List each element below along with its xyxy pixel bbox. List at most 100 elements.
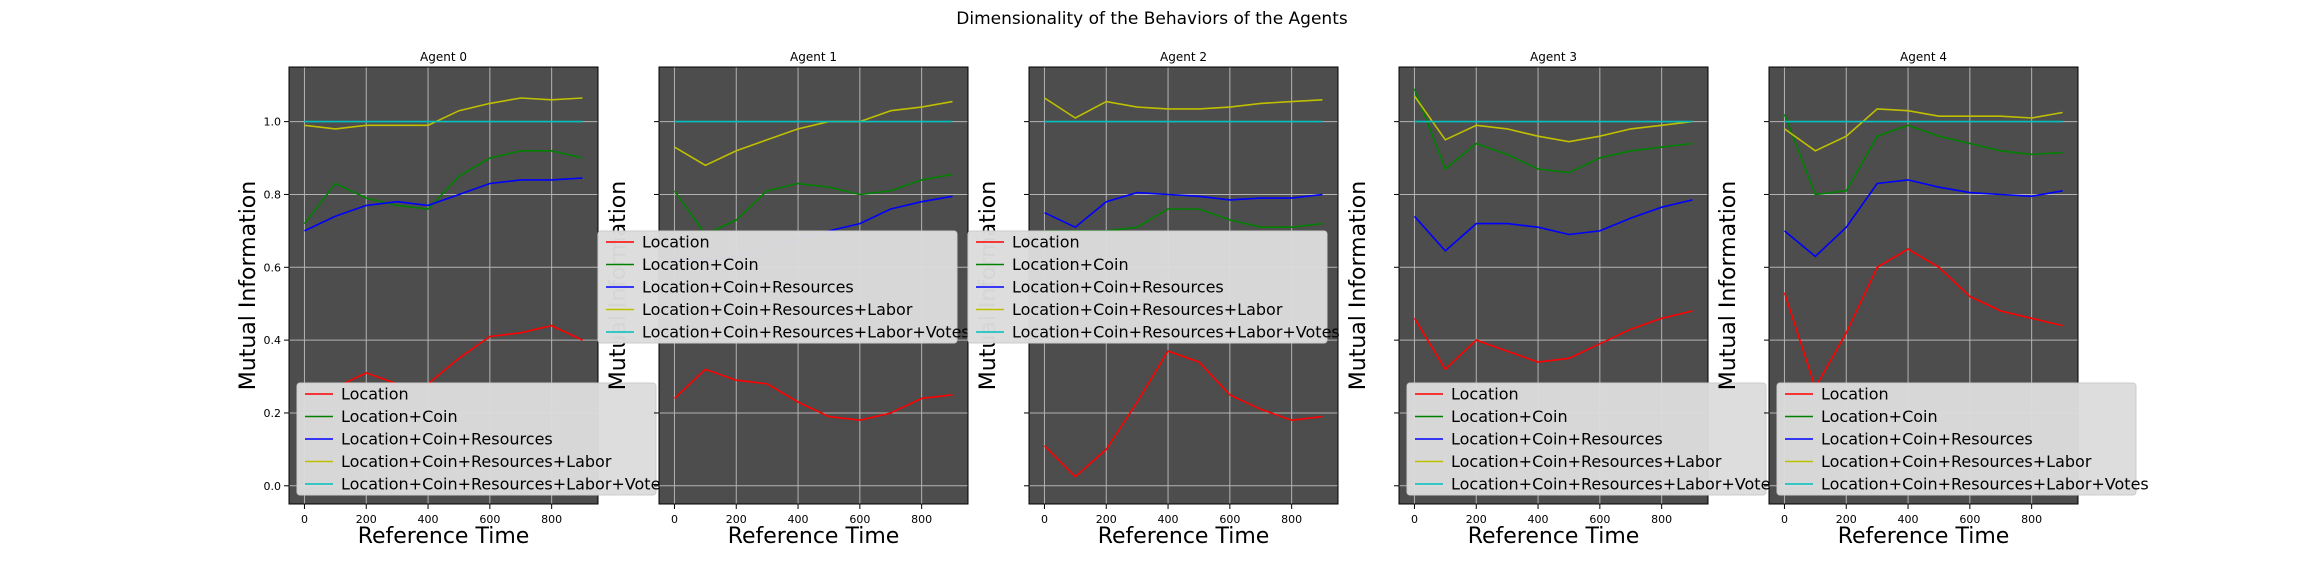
series-line-2: [1783, 179, 2063, 258]
x-axis-label: Reference Time: [1098, 524, 1270, 549]
x-tick-label: 800: [1281, 513, 1302, 526]
x-tick-label: 200: [1836, 513, 1857, 526]
subplot-title: Agent 2: [1160, 50, 1207, 64]
y-tick-label: 1.0: [264, 116, 282, 129]
series-line-0: [1043, 350, 1323, 478]
x-tick-label: 200: [1096, 513, 1117, 526]
subplot-grid: 0 200 400 600 800 0.0 0.2 0.4 0.6 0.8 1.0 Agent 0 Re…: [236, 50, 2149, 549]
x-tick-label: 200: [726, 513, 747, 526]
legend-label: Location+Coin+Resources+Labor: [642, 300, 913, 319]
legend-label: Location: [1451, 385, 1519, 404]
legend-label: Location+Coin: [341, 407, 458, 426]
legend-agent-0: Location Location+Coin Location+Coin+Resou…: [296, 382, 669, 496]
series-line-3: [674, 100, 953, 167]
y-axis-label: Mutual Information: [236, 181, 261, 390]
legend-label: Location+Coin+Resources+Labor+Votes: [1821, 475, 2149, 494]
legend-label: Location+Coin+Resources+Labor+Votes: [1012, 323, 1340, 342]
legend-label: Location+Coin+Resources+Labor: [1821, 452, 2092, 471]
x-axis-label: Reference Time: [358, 524, 530, 549]
y-tick-label: 0.8: [264, 188, 282, 201]
series-line-1: [303, 150, 583, 225]
legend-label: Location: [1012, 233, 1080, 252]
plot-frame: [1398, 66, 1709, 505]
x-tick-label: 600: [1589, 513, 1610, 526]
figure-title: Dimensionality of the Behaviors of the A…: [956, 9, 1348, 29]
y-tick-label: 0.2: [264, 407, 282, 420]
subplot-title: Agent 0: [420, 50, 467, 64]
x-tick-label: 800: [911, 513, 932, 526]
subplot-title: Agent 1: [790, 50, 837, 64]
y-tick-label: 0.0: [264, 480, 282, 493]
legend-label: Location: [341, 385, 409, 404]
series-line-2: [1413, 199, 1693, 253]
x-axis-label: Reference Time: [1468, 524, 1640, 549]
series-line-3: [1413, 95, 1693, 143]
series-line-1: [1783, 114, 2063, 196]
series-line-0: [304, 324, 583, 396]
legend-label: Location+Coin: [642, 255, 759, 274]
x-tick-label: 0: [301, 513, 308, 526]
series-line-3: [1784, 108, 2063, 152]
y-tick-label: 0.6: [264, 261, 282, 274]
legend-label: Location+Coin: [1012, 255, 1129, 274]
legend-label: Location+Coin+Resources+Labor: [341, 452, 612, 471]
legend-label: Location+Coin+Resources+Labor+Votes: [1451, 475, 1779, 494]
x-tick-label: 400: [1898, 513, 1919, 526]
x-tick-label: 600: [479, 513, 500, 526]
y-tick-label: 0.4: [264, 334, 282, 347]
legend-label: Location: [1821, 385, 1889, 404]
legend-agent-2: Location Location+Coin Location+Coin+Resou…: [967, 230, 1340, 344]
x-axis-label: Reference Time: [1838, 524, 2010, 549]
legend-box: [296, 382, 657, 496]
legend-box: [1406, 382, 1767, 496]
series-line-2: [1044, 191, 1323, 229]
legend-box: [967, 230, 1328, 344]
x-axis-label: Reference Time: [728, 524, 900, 549]
series-line-3: [1044, 97, 1323, 119]
x-tick-label: 400: [1158, 513, 1179, 526]
subplot-title: Agent 4: [1900, 50, 1947, 64]
legend-agent-1: Location Location+Coin Location+Coin+Resou…: [597, 230, 970, 344]
legend-box: [597, 230, 958, 344]
series-line-3: [304, 97, 583, 130]
legend-label: Location+Coin+Resources+Labor: [1451, 452, 1722, 471]
subplot-title: Agent 3: [1530, 50, 1577, 64]
x-tick-label: 800: [541, 513, 562, 526]
x-tick-label: 0: [1411, 513, 1418, 526]
x-tick-label: 600: [1959, 513, 1980, 526]
legend-label: Location+Coin+Resources: [1012, 278, 1224, 297]
x-tick-label: 600: [1219, 513, 1240, 526]
legend-label: Location+Coin: [1821, 407, 1938, 426]
y-axis-label: Mutual Information: [1716, 181, 1741, 390]
x-tick-label: 200: [356, 513, 377, 526]
series-line-2: [304, 177, 583, 232]
legend-label: Location+Coin+Resources: [642, 278, 854, 297]
x-tick-label: 800: [1651, 513, 1672, 526]
x-tick-label: 0: [671, 513, 678, 526]
plot-frame: [1768, 66, 2079, 505]
series-line-0: [1413, 310, 1693, 371]
legend-label: Location+Coin+Resources: [341, 430, 553, 449]
series-line-1: [673, 173, 953, 236]
x-tick-label: 400: [418, 513, 439, 526]
legend-label: Location+Coin: [1451, 407, 1568, 426]
legend-label: Location: [642, 233, 710, 252]
x-tick-label: 200: [1466, 513, 1487, 526]
x-tick-label: 600: [849, 513, 870, 526]
x-tick-label: 400: [788, 513, 809, 526]
legend-agent-3: Location Location+Coin Location+Coin+Resou…: [1406, 382, 1779, 496]
legend-label: Location+Coin+Resources+Labor+Votes: [341, 475, 669, 494]
x-tick-label: 400: [1528, 513, 1549, 526]
series-line-0: [673, 368, 953, 422]
legend-box: [1776, 382, 2137, 496]
series-line-0: [1783, 248, 2063, 390]
x-tick-label: 0: [1781, 513, 1788, 526]
legend-label: Location+Coin+Resources+Labor+Votes: [642, 323, 970, 342]
y-axis-label: Mutual Information: [1346, 181, 1371, 390]
legend-label: Location+Coin+Resources+Labor: [1012, 300, 1283, 319]
legend-label: Location+Coin+Resources: [1451, 430, 1663, 449]
x-tick-label: 800: [2021, 513, 2042, 526]
legend-label: Location+Coin+Resources: [1821, 430, 2033, 449]
legend-agent-4: Location Location+Coin Location+Coin+Resou…: [1776, 382, 2149, 496]
